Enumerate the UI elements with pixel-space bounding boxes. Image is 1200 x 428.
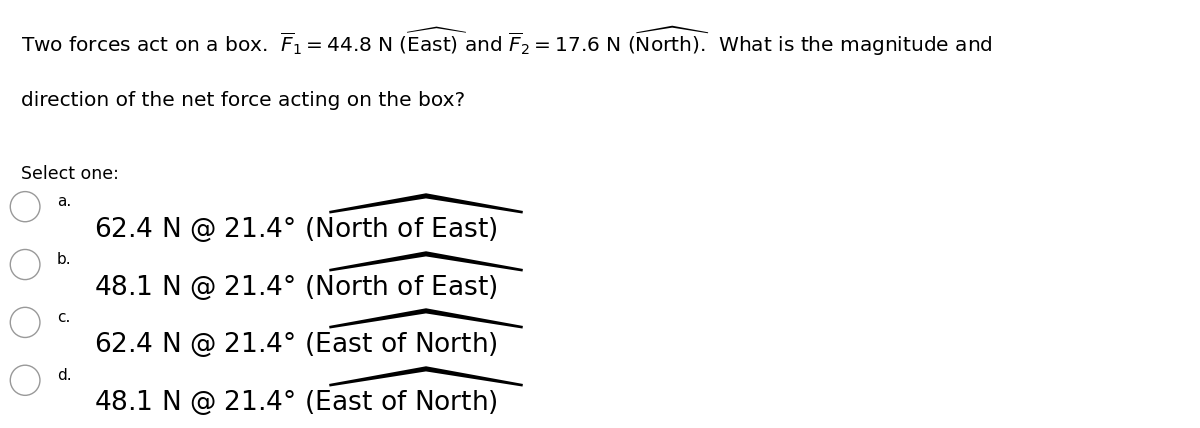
Text: d.: d. [58, 368, 72, 383]
Text: direction of the net force acting on the box?: direction of the net force acting on the… [20, 91, 464, 110]
Text: Select one:: Select one: [20, 165, 119, 183]
Text: 48.1 N @ 21.4° $\widehat{(\mathrm{North\ of\ East})}$: 48.1 N @ 21.4° $\widehat{(\mathrm{North\… [94, 250, 524, 303]
Text: c.: c. [58, 310, 71, 325]
Text: 62.4 N @ 21.4° $\widehat{(\mathrm{East\ of\ North})}$: 62.4 N @ 21.4° $\widehat{(\mathrm{East\ … [94, 308, 524, 360]
Text: 62.4 N @ 21.4° $\widehat{(\mathrm{North\ of\ East})}$: 62.4 N @ 21.4° $\widehat{(\mathrm{North\… [94, 192, 524, 245]
Text: Two forces act on a box.  $\overline{F}_1 = 44.8$ N $\widehat{(\mathrm{East})}$ : Two forces act on a box. $\overline{F}_1… [20, 25, 992, 58]
Text: a.: a. [58, 194, 71, 209]
Text: 48.1 N @ 21.4° $\widehat{(\mathrm{East\ of\ North})}$: 48.1 N @ 21.4° $\widehat{(\mathrm{East\ … [94, 366, 524, 418]
Text: b.: b. [58, 252, 72, 267]
